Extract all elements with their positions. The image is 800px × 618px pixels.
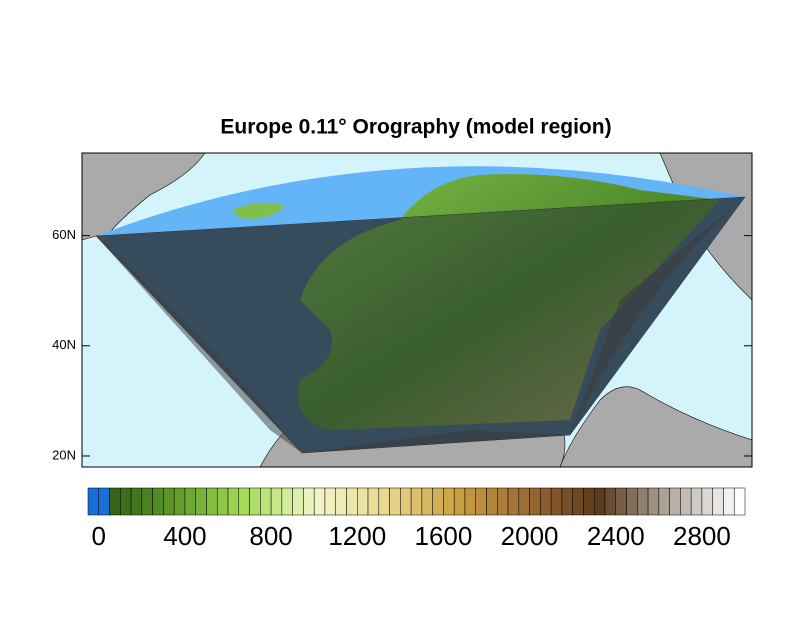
colorbar-box bbox=[324, 487, 336, 516]
colorbar-box bbox=[540, 487, 552, 516]
colorbar-box bbox=[453, 487, 466, 516]
colorbar-box bbox=[583, 487, 595, 516]
colorbar-box bbox=[421, 487, 433, 516]
colorbar-box bbox=[733, 487, 746, 516]
colorbar-box bbox=[270, 487, 283, 516]
colorbar-box bbox=[109, 487, 121, 516]
colorbar-box bbox=[335, 487, 347, 516]
colorbar-box bbox=[249, 487, 261, 516]
colorbar-box bbox=[346, 487, 358, 516]
colorbar-box bbox=[87, 487, 100, 516]
colorbar-box bbox=[152, 487, 164, 516]
colorbar-box bbox=[410, 487, 423, 516]
colorbar-label: 2000 bbox=[501, 521, 559, 551]
europe bbox=[298, 174, 720, 430]
colorbar-box bbox=[173, 487, 186, 516]
colorbar-box bbox=[507, 487, 520, 516]
colorbar-box bbox=[400, 487, 412, 516]
colorbar-box bbox=[712, 487, 724, 516]
colorbar-box bbox=[529, 487, 541, 516]
colorbar-box bbox=[227, 487, 240, 516]
colorbar-box bbox=[518, 487, 530, 516]
colorbar-box bbox=[669, 487, 681, 516]
colorbar-box bbox=[357, 487, 369, 516]
colorbar-box bbox=[497, 487, 509, 516]
colorbar-box bbox=[593, 487, 606, 516]
colorbar-label: 2400 bbox=[587, 521, 645, 551]
colorbar-box bbox=[486, 487, 498, 516]
colorbar-box bbox=[130, 487, 143, 516]
greenland bbox=[82, 153, 206, 241]
region-edge bbox=[302, 430, 570, 453]
colorbar-box bbox=[184, 487, 196, 516]
colorbar-box bbox=[195, 487, 207, 516]
colorbar-box bbox=[561, 487, 573, 516]
region-edge bbox=[96, 236, 302, 453]
colorbar-box bbox=[550, 487, 563, 516]
colorbar-box bbox=[464, 487, 476, 516]
colorbar-box bbox=[604, 487, 617, 516]
colorbar-box bbox=[389, 487, 401, 516]
colorbar-box bbox=[723, 487, 735, 516]
colorbar-label: 1200 bbox=[328, 521, 386, 551]
colorbar-box bbox=[680, 487, 692, 516]
colorbar-box bbox=[432, 487, 444, 516]
colorbar-box bbox=[690, 487, 703, 516]
colorbar-box bbox=[367, 487, 380, 516]
y-tick-label: 20N bbox=[52, 447, 76, 462]
colorbar-box bbox=[98, 487, 110, 516]
colorbar-box bbox=[260, 487, 272, 516]
colorbar-box bbox=[238, 487, 250, 516]
colorbar-box bbox=[313, 487, 326, 516]
colorbar-box bbox=[647, 487, 660, 516]
colorbar-box bbox=[378, 487, 390, 516]
y-tick-label: 40N bbox=[52, 337, 76, 352]
colorbar-label: 2800 bbox=[673, 521, 731, 551]
colorbar-label: 800 bbox=[249, 521, 292, 551]
colorbar-box bbox=[443, 487, 455, 516]
y-tick-label: 60N bbox=[52, 227, 76, 242]
chart-title: Europe 0.11° Orography (model region) bbox=[220, 116, 611, 139]
colorbar-label: 400 bbox=[163, 521, 206, 551]
colorbar-box bbox=[475, 487, 487, 516]
colorbar-box bbox=[572, 487, 584, 516]
colorbar-box bbox=[281, 487, 293, 516]
plot-frame bbox=[81, 152, 753, 468]
colorbar-box bbox=[163, 487, 175, 516]
colorbar-box bbox=[216, 487, 229, 516]
map bbox=[82, 153, 752, 467]
colorbar-box bbox=[141, 487, 153, 516]
iceland bbox=[232, 202, 285, 219]
colorbar-label: 1600 bbox=[415, 521, 473, 551]
colorbar-box bbox=[292, 487, 304, 516]
colorbar-box bbox=[615, 487, 627, 516]
colorbar-box bbox=[120, 487, 132, 516]
colorbar-box bbox=[303, 487, 315, 516]
colorbar-label: 0 bbox=[92, 521, 106, 551]
colorbar-box bbox=[626, 487, 638, 516]
colorbar-box bbox=[206, 487, 218, 516]
colorbar-box bbox=[701, 487, 713, 516]
colorbar-box bbox=[637, 487, 649, 516]
colorbar-box bbox=[658, 487, 670, 516]
